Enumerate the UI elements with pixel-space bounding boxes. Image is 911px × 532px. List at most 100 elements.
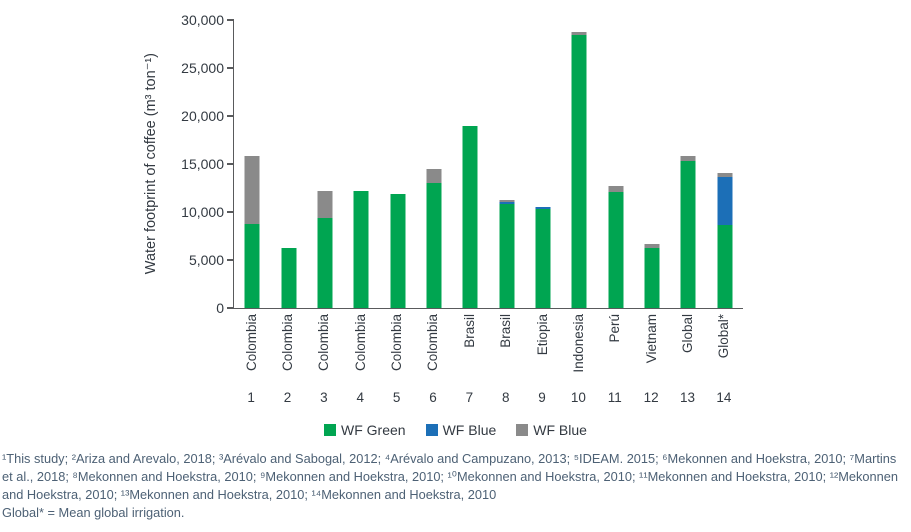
bar-colombia-3 — [317, 190, 333, 308]
wf-green-segment — [462, 125, 478, 308]
y-tick-label: 25,000 — [181, 60, 224, 76]
bar-slot-10 — [561, 20, 597, 308]
x-country-label: Etiopia — [534, 314, 550, 356]
bar-slot-12 — [634, 20, 670, 308]
legend-swatch-icon — [425, 424, 438, 436]
y-tick-mark — [227, 163, 234, 165]
x-country-label: Brasil — [498, 314, 514, 348]
y-tick-label: 20,000 — [181, 108, 224, 124]
legend-label: WF Green — [341, 422, 406, 438]
bar-colombia-4 — [353, 190, 369, 308]
x-number-label: 7 — [465, 390, 474, 405]
legend-swatch-icon — [324, 424, 337, 436]
wf-grey-segment — [499, 199, 515, 203]
bar-colombia-6 — [426, 168, 442, 308]
wf-green-segment — [717, 224, 733, 308]
wf-grey-segment — [426, 168, 442, 184]
bar-colombia-5 — [390, 193, 406, 308]
footnote-line: and Hoekstra, 2010; ¹³Mekonnen and Hoeks… — [2, 487, 497, 502]
x-label-cell: Indonesia — [560, 314, 596, 388]
bar-brasil-7 — [462, 125, 478, 308]
legend: WF Green WF Blue WF Blue — [0, 422, 911, 438]
wf-green-segment — [353, 190, 369, 308]
x-label-cell: Vietnam — [633, 314, 669, 388]
wf-grey-segment — [244, 156, 260, 225]
wf-green-segment — [499, 204, 515, 308]
bars-container — [234, 20, 743, 308]
wf-green-segment — [426, 183, 442, 308]
x-country-label: Vietnam — [643, 314, 659, 364]
bar-slot-8 — [489, 20, 525, 308]
legend-item-1: WF Blue — [425, 422, 497, 438]
bar-global-star-14 — [717, 172, 733, 308]
wf-green-segment — [644, 247, 660, 308]
x-country-label: Global — [679, 314, 695, 354]
x-label-cell: Colombia — [415, 314, 451, 388]
y-tick-label: 15,000 — [181, 156, 224, 172]
y-tick-label: 10,000 — [181, 204, 224, 220]
x-country-label: Colombia — [389, 314, 405, 372]
y-tick-label: 5,000 — [188, 252, 224, 268]
wf-green-segment — [535, 208, 551, 308]
x-country-label: Colombia — [243, 314, 259, 372]
x-label-cell: Brasil — [488, 314, 524, 388]
wf-grey-segment — [680, 155, 696, 162]
x-label-cell: Global — [669, 314, 705, 388]
wf-green-segment — [571, 35, 587, 308]
wf-green-segment — [281, 247, 297, 308]
x-label-cell: Colombia — [342, 314, 378, 388]
bar-global-13 — [680, 155, 696, 308]
bar-slot-6 — [416, 20, 452, 308]
x-label-cell: Etiopia — [524, 314, 560, 388]
y-tick-label: 30,000 — [181, 12, 224, 28]
x-label-cell: Global* — [706, 314, 742, 388]
bar-slot-11 — [598, 20, 634, 308]
bar-etiopia-9 — [535, 206, 551, 308]
x-number-label: 4 — [356, 390, 365, 405]
x-label-cell: Colombia — [269, 314, 305, 388]
bar-colombia-1 — [244, 156, 260, 308]
legend-item-0: WF Green — [324, 422, 406, 438]
wf-green-segment — [317, 217, 333, 308]
x-country-label: Colombia — [280, 314, 296, 372]
x-country-label: Colombia — [352, 314, 368, 372]
bar-brasil-8 — [499, 199, 515, 308]
footnote-line: ¹This study; ²Ariza and Arevalo, 2018; ³… — [2, 451, 897, 466]
x-number-label: 8 — [501, 390, 510, 405]
x-label-cell: Colombia — [306, 314, 342, 388]
bar-slot-9 — [525, 20, 561, 308]
y-tick-mark — [227, 307, 234, 309]
x-label-cell: Colombia — [233, 314, 269, 388]
x-label-cell: Brasil — [451, 314, 487, 388]
wf-blue-segment — [499, 202, 515, 205]
x-country-label: Indonesia — [570, 314, 586, 373]
legend-swatch-icon — [516, 424, 529, 436]
x-country-label: Brasil — [461, 314, 477, 348]
wf-green-segment — [390, 193, 406, 308]
x-number-label: 1 — [247, 390, 255, 405]
wf-grey-segment — [608, 185, 624, 193]
x-axis-number-labels: 1 2 3 4 5 6 7 8 9 10 11 12 13 14 — [233, 390, 742, 405]
footnotes: ¹This study; ²Ariza and Arevalo, 2018; ³… — [2, 450, 909, 522]
wf-blue-segment — [717, 176, 733, 225]
x-number-label: 12 — [643, 390, 659, 405]
wf-grey-segment — [717, 172, 733, 177]
x-label-cell: Perú — [597, 314, 633, 388]
bar-slot-14 — [707, 20, 743, 308]
footnote-line: et al., 2018; ⁸Mekonnen and Hoekstra, 20… — [2, 469, 898, 484]
x-number-label: 9 — [538, 390, 546, 405]
x-number-label: 2 — [283, 390, 292, 405]
wf-green-segment — [680, 161, 696, 308]
x-number-label: 3 — [320, 390, 328, 405]
legend-label: WF Blue — [442, 422, 497, 438]
bar-vietnam-12 — [644, 243, 660, 308]
bar-slot-3 — [307, 20, 343, 308]
bar-perú-11 — [608, 185, 624, 308]
x-country-label: Perú — [607, 314, 623, 343]
y-tick-mark — [227, 115, 234, 117]
y-tick-mark — [227, 19, 234, 21]
y-tick-label: 0 — [216, 300, 224, 316]
x-number-label: 13 — [679, 390, 695, 405]
bar-indonesia-10 — [571, 31, 587, 308]
wf-blue-segment — [535, 206, 551, 209]
